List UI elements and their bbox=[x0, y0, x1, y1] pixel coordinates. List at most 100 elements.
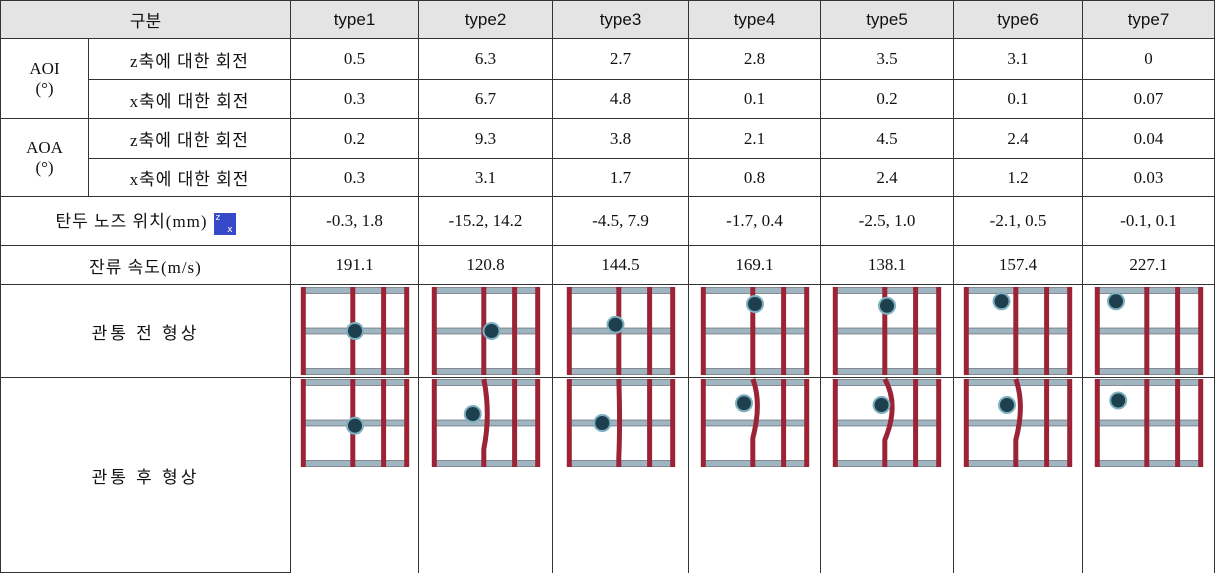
value-cell: 144.5 bbox=[553, 246, 689, 285]
mesh-figure bbox=[832, 286, 942, 376]
group-label: AOA bbox=[1, 138, 88, 158]
value-cell: 3.8 bbox=[553, 119, 689, 159]
value-cell: 2.4 bbox=[821, 159, 954, 197]
figure-cell bbox=[419, 285, 553, 378]
row-label: 관통 후 형상 bbox=[1, 378, 291, 573]
value-cell: 4.8 bbox=[553, 80, 689, 119]
figure-cell bbox=[821, 378, 954, 573]
figure-cell bbox=[689, 378, 821, 573]
figure-cell bbox=[821, 285, 954, 378]
value-cell: 4.5 bbox=[821, 119, 954, 159]
figure-cell bbox=[1083, 285, 1215, 378]
value-cell: 0.1 bbox=[689, 80, 821, 119]
value-cell: 0.5 bbox=[291, 39, 419, 80]
value-cell: 0.3 bbox=[291, 80, 419, 119]
projectile bbox=[347, 418, 363, 434]
value-cell: 0.07 bbox=[1083, 80, 1215, 119]
value-cell: -1.7, 0.4 bbox=[689, 197, 821, 246]
value-cell: 0.1 bbox=[954, 80, 1083, 119]
row-label: 관통 전 형상 bbox=[1, 285, 291, 378]
projectile bbox=[999, 397, 1015, 413]
value-cell: -2.5, 1.0 bbox=[821, 197, 954, 246]
group-cell: AOA(°) bbox=[1, 119, 89, 197]
projectile bbox=[1108, 293, 1124, 309]
figure-cell bbox=[291, 285, 419, 378]
figure-cell bbox=[553, 285, 689, 378]
value-cell: 3.1 bbox=[954, 39, 1083, 80]
mesh-figure bbox=[300, 286, 410, 376]
mesh-figure bbox=[566, 286, 676, 376]
group-unit: (°) bbox=[1, 158, 88, 178]
value-cell: 3.1 bbox=[419, 159, 553, 197]
mesh-figure bbox=[1094, 378, 1204, 468]
mesh-figure bbox=[566, 378, 676, 468]
header-cell: type3 bbox=[553, 1, 689, 39]
row-label: z축에 대한 회전 bbox=[89, 39, 291, 80]
projectile bbox=[747, 296, 763, 312]
value-cell: 6.7 bbox=[419, 80, 553, 119]
data-table: 구분type1type2type3type4type5type6type7AOI… bbox=[0, 0, 1215, 573]
figure-cell bbox=[291, 378, 419, 573]
value-cell: -15.2, 14.2 bbox=[419, 197, 553, 246]
value-cell: 2.7 bbox=[553, 39, 689, 80]
table-row: 관통 전 형상 bbox=[1, 285, 1215, 378]
value-cell: -0.1, 0.1 bbox=[1083, 197, 1215, 246]
value-cell: 0 bbox=[1083, 39, 1215, 80]
row-label: 잔류 속도(m/s) bbox=[1, 246, 291, 285]
projectile bbox=[1110, 393, 1126, 409]
header-cell: type5 bbox=[821, 1, 954, 39]
value-cell: 0.2 bbox=[821, 80, 954, 119]
value-cell: 120.8 bbox=[419, 246, 553, 285]
rebar-v bbox=[752, 379, 757, 467]
figure-cell bbox=[1083, 378, 1215, 573]
row-label: x축에 대한 회전 bbox=[89, 80, 291, 119]
row-label: z축에 대한 회전 bbox=[89, 119, 291, 159]
value-cell: 157.4 bbox=[954, 246, 1083, 285]
header-cell: type4 bbox=[689, 1, 821, 39]
value-cell: 1.7 bbox=[553, 159, 689, 197]
projectile bbox=[594, 415, 610, 431]
value-cell: 138.1 bbox=[821, 246, 954, 285]
rebar-h bbox=[834, 420, 940, 426]
nose-label: 탄두 노즈 위치(mm) bbox=[55, 212, 207, 231]
mesh-figure bbox=[431, 378, 541, 468]
projectile bbox=[994, 293, 1010, 309]
row-label: x축에 대한 회전 bbox=[89, 159, 291, 197]
mesh-figure bbox=[431, 286, 541, 376]
projectile bbox=[736, 395, 752, 411]
value-cell: 0.8 bbox=[689, 159, 821, 197]
value-cell: -4.5, 7.9 bbox=[553, 197, 689, 246]
value-cell: 0.3 bbox=[291, 159, 419, 197]
value-cell: 2.1 bbox=[689, 119, 821, 159]
mesh-figure bbox=[963, 378, 1073, 468]
mesh-figure bbox=[963, 286, 1073, 376]
value-cell: 2.4 bbox=[954, 119, 1083, 159]
header-cell: 구분 bbox=[1, 1, 291, 39]
group-cell: AOI(°) bbox=[1, 39, 89, 119]
figure-cell bbox=[553, 378, 689, 573]
figure-cell bbox=[689, 285, 821, 378]
group-label: AOI bbox=[1, 59, 88, 79]
axis-x: x bbox=[227, 225, 233, 235]
value-cell: 1.2 bbox=[954, 159, 1083, 197]
figure-cell bbox=[419, 378, 553, 573]
projectile bbox=[607, 317, 623, 333]
group-unit: (°) bbox=[1, 79, 88, 99]
projectile bbox=[464, 406, 480, 422]
mesh-figure bbox=[832, 378, 942, 468]
projectile bbox=[483, 323, 499, 339]
value-cell: 227.1 bbox=[1083, 246, 1215, 285]
header-cell: type1 bbox=[291, 1, 419, 39]
value-cell: 3.5 bbox=[821, 39, 954, 80]
header-cell: type6 bbox=[954, 1, 1083, 39]
axis-z: z bbox=[216, 213, 222, 223]
value-cell: 0.03 bbox=[1083, 159, 1215, 197]
value-cell: 169.1 bbox=[689, 246, 821, 285]
